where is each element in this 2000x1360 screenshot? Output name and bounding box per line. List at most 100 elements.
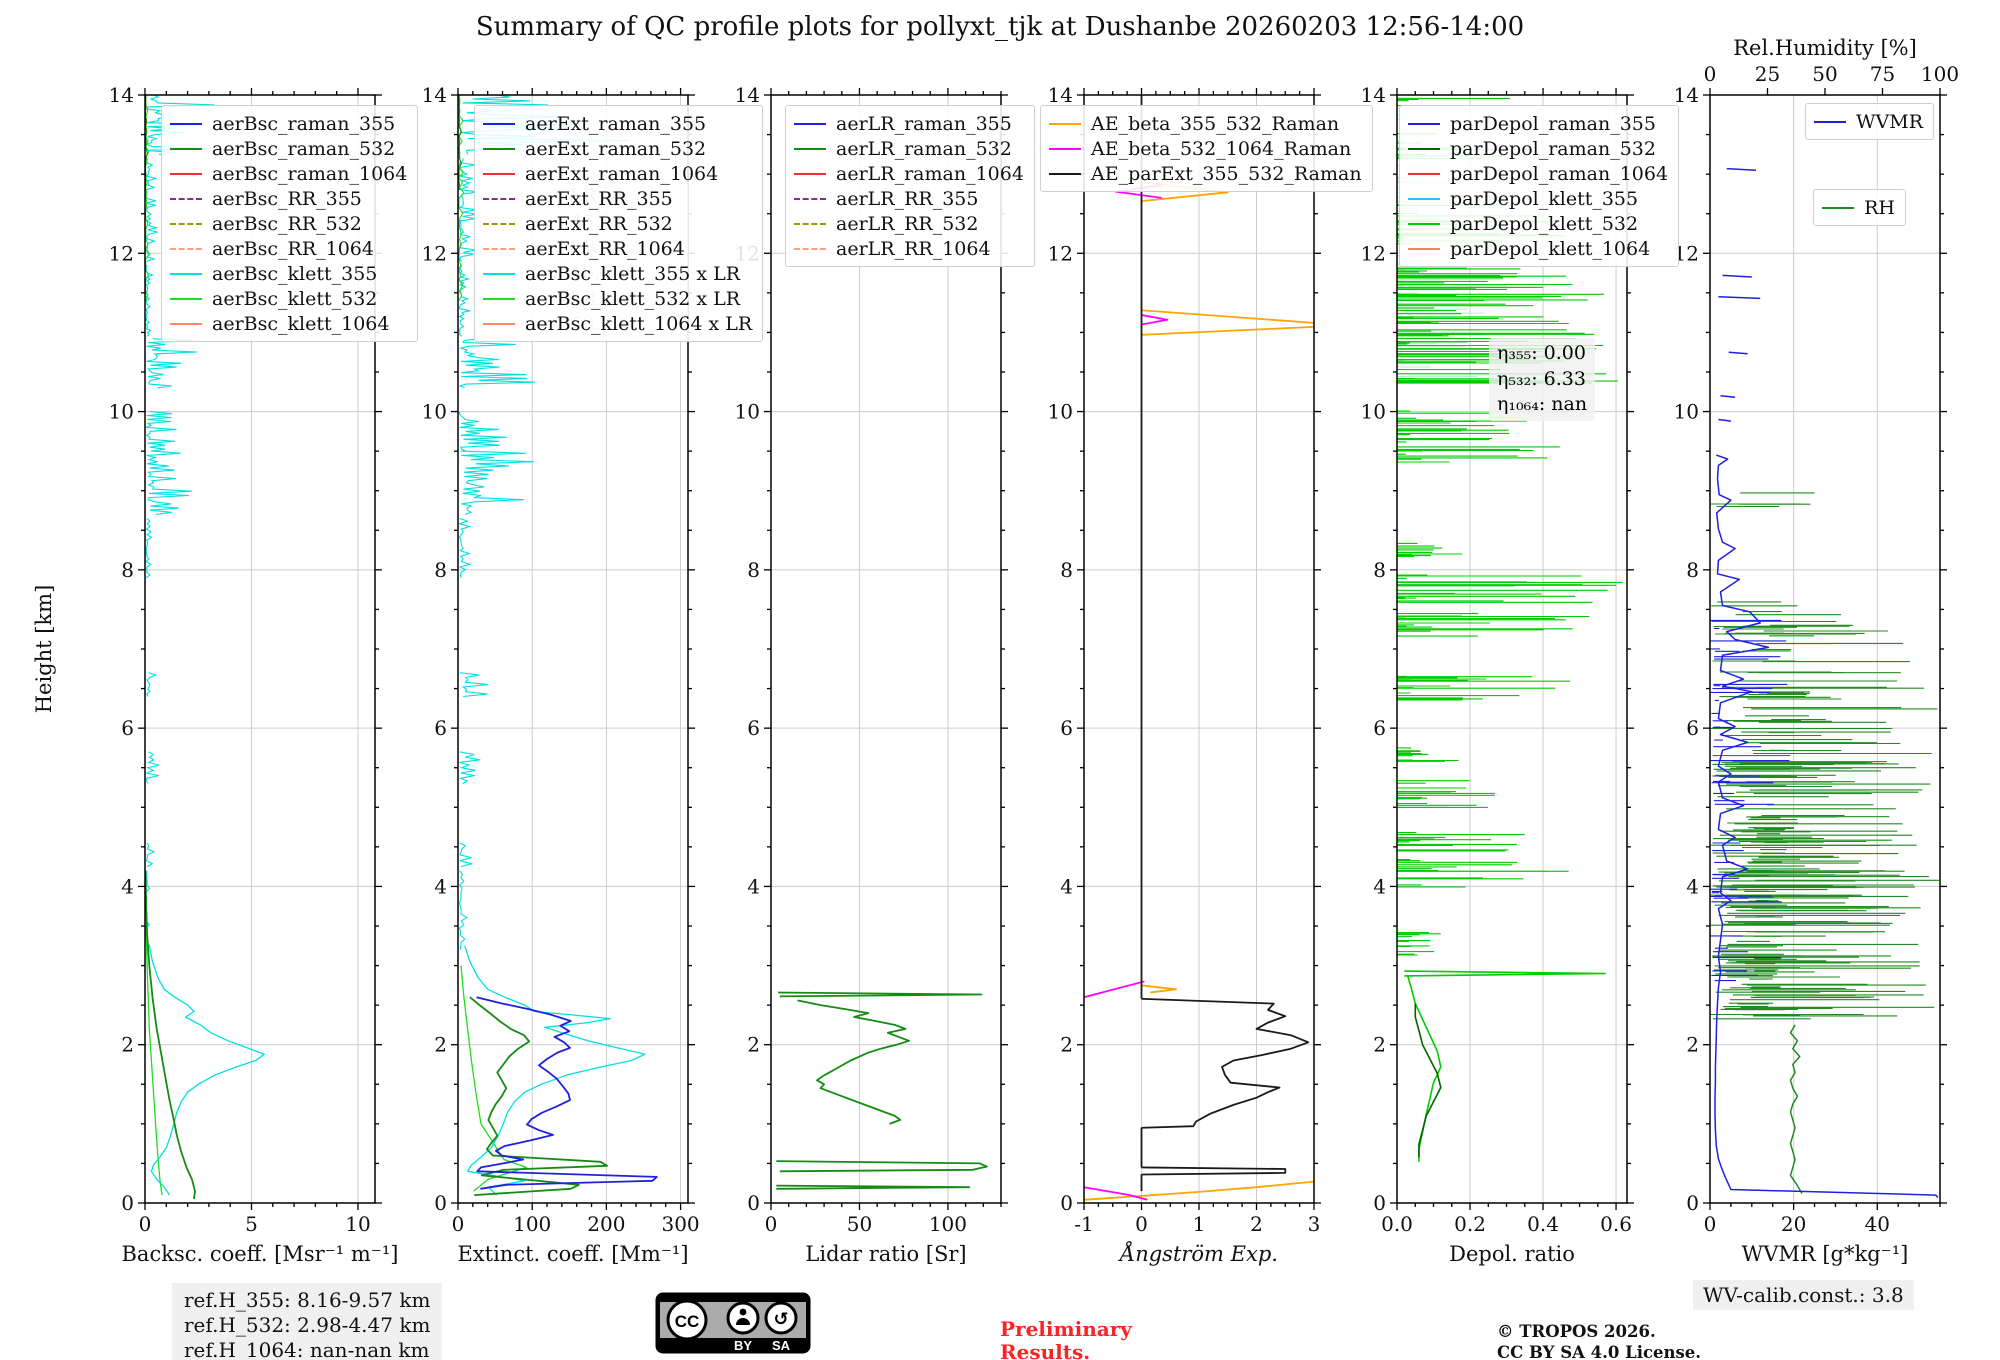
noise-klett355-n1 [145,95,215,155]
x-axis-label-lidar-ratio: Lidar ratio [Sr] [805,1242,966,1266]
x-tick-label: 40 [1865,1212,1890,1236]
x-tick-label: 200 [587,1212,625,1236]
sa-label: SA [772,1338,791,1353]
panel-backscatter: 0 2 4 6 8 10 12 14 0 5 10 Backsc. coeff. [Msr⁻¹ m⁻¹… [109,83,399,1266]
y-tick-label: 14 [109,83,134,107]
noise-dk532-n3 [1397,780,1495,808]
series-aerExt_raman_532 [469,996,608,1196]
noise-pale-n2 [1397,114,1472,224]
y-tick-label: 0 [1373,1191,1386,1215]
noise-klett355-n6 [146,450,193,516]
y-tick-label: 8 [747,558,760,582]
top-axis-label: Rel.Humidity [%] [1733,36,1917,60]
x-tick-label: 0.2 [1454,1212,1486,1236]
y-tick-label: 4 [1373,874,1386,898]
series-klett532xLR [460,965,527,1192]
axes-frame [144,94,376,1204]
tropos-copyright: © TROPOS 2026. CC BY SA 4.0 License. [1497,1322,1702,1360]
x-tick-label: 100 [929,1212,967,1236]
noise-dk532-n8 [1397,542,1463,557]
y-tick-label: 14 [735,83,760,107]
y-tick-label: 10 [422,400,447,424]
panel-extinction: 0 2 4 6 8 10 12 14 0 100 200 300 Extinct. coeff. [Mm… [422,83,700,1266]
panel-series-lidar-ratio [776,991,988,1190]
y-tick-label: 12 [422,241,447,265]
y-tick-label: 4 [434,874,447,898]
series-klett355xLR [464,945,646,1196]
y-tick-label: 4 [121,874,134,898]
x-axis-label-extinction: Extinct. coeff. [Mm⁻¹] [457,1242,688,1266]
noise-k355lr-n8 [459,672,489,698]
series-aerLR_raman_532 [776,991,988,1190]
top-tick-label: 100 [1921,62,1959,86]
y-tick-label: 8 [1686,558,1699,582]
noise-k355lr-n5 [458,411,507,452]
noise-dk532-n4 [1397,747,1459,762]
noise-r532-n [458,95,462,191]
y-tick-label: 0 [434,1191,447,1215]
x-tick-label: -1 [1074,1212,1093,1236]
y-tick-label: 10 [735,400,760,424]
y-tick-label: 2 [434,1033,447,1057]
y-tick-label: 14 [1361,83,1386,107]
y-tick-label: 12 [735,241,760,265]
y-tick-label: 12 [1048,241,1073,265]
y-tick-label: 12 [1361,241,1386,265]
panel-depol-ratio: 0 2 4 6 8 10 12 14 0.0 0.2 0.4 0.6 Depol. ratio [1361,83,1634,1266]
wv-calibration-note: WV-calib.const.: 3.8 [1693,1280,1914,1310]
y-tick-label: 0 [1060,1191,1073,1215]
y-tick-label: 0 [747,1191,760,1215]
sa-arrow-glyph: ↺ [773,1309,788,1330]
series-AE_parExt_355_532 [1140,95,1310,1192]
x-axis-label-wvmr: WVMR [g*kg⁻¹] [1742,1242,1909,1266]
y-tick-label: 10 [1674,400,1699,424]
reference-height-note: ref.H_355: 8.16-9.57 km ref.H_532: 2.98-… [172,1283,443,1360]
noise-k355lr-n11 [458,870,468,950]
ref-h-355: ref.H_355: 8.16-9.57 km [184,1288,431,1312]
panel-series-wvmr [1710,167,1939,1198]
noise-k355lr-n3 [458,264,471,337]
series-aerBsc_raman_532 [145,870,196,1200]
noise-dk532-n13 [1397,204,1566,245]
noise-rh-n1 [1710,858,1939,1020]
x-tick-label: 50 [847,1212,872,1236]
y-tick-label: 8 [1373,558,1386,582]
noise-dk532-n14 [1397,133,1503,160]
noise-rh-n2 [1711,761,1931,858]
x-tick-label: 2 [1250,1212,1263,1236]
y-tick-label: 8 [121,558,134,582]
cc-by-sa-badge: CC ↺ BY SA [655,1292,811,1358]
series-WVMR [1714,167,1939,1198]
noise-rh-n4 [1711,601,1841,616]
y-tick-label: 10 [109,400,134,424]
x-tick-label: 0.0 [1381,1212,1413,1236]
axes-frame [770,94,1002,1204]
x-tick-label: 1 [1193,1212,1206,1236]
noise-dk532-n6 [1397,613,1590,637]
series-AE_beta_355_532 [1084,181,1314,1201]
noise-dk532-n11 [1397,329,1618,384]
y-tick-label: 2 [121,1033,134,1057]
noise-klett355-n3 [145,265,155,337]
top-tick-label: 75 [1870,62,1895,86]
x-tick-label: 3 [1308,1212,1321,1236]
ref-h-532: ref.H_532: 2.98-4.47 km [184,1313,431,1337]
noise-klett355-n8 [145,672,158,697]
panel-series-backscatter [145,95,265,1200]
noise-dk532-n9 [1397,437,1560,463]
x-tick-label: 0 [452,1212,465,1236]
series-AE_beta_532_1064 [1084,184,1169,1201]
x-tick-label: 0 [1704,1212,1717,1236]
noise-dk532-n2 [1397,832,1569,888]
y-tick-label: 6 [434,716,447,740]
series-aerExt_raman_355 [476,996,658,1190]
y-tick-label: 6 [1686,716,1699,740]
y-tick-label: 10 [1048,400,1073,424]
noise-rh-n3 [1710,620,1938,757]
top-tick-label: 25 [1755,62,1780,86]
y-tick-label: 12 [1674,241,1699,265]
